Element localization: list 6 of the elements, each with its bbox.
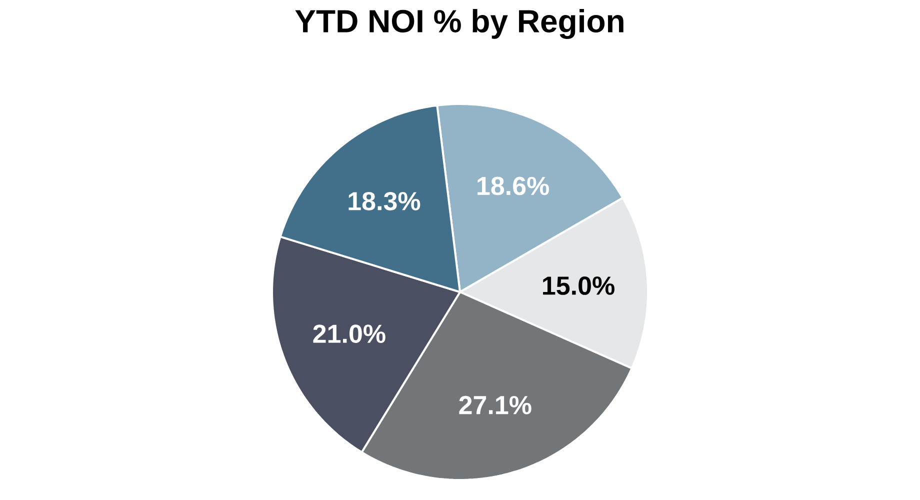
data-label: 21.0% [313,324,386,344]
data-label: 27.1% [459,396,532,414]
data-label: 15.0% [543,276,614,295]
data-label: 18.6% [478,176,549,196]
chart-title: YTD NOI % by Region [295,9,624,39]
data-label: 18.3% [348,192,420,210]
